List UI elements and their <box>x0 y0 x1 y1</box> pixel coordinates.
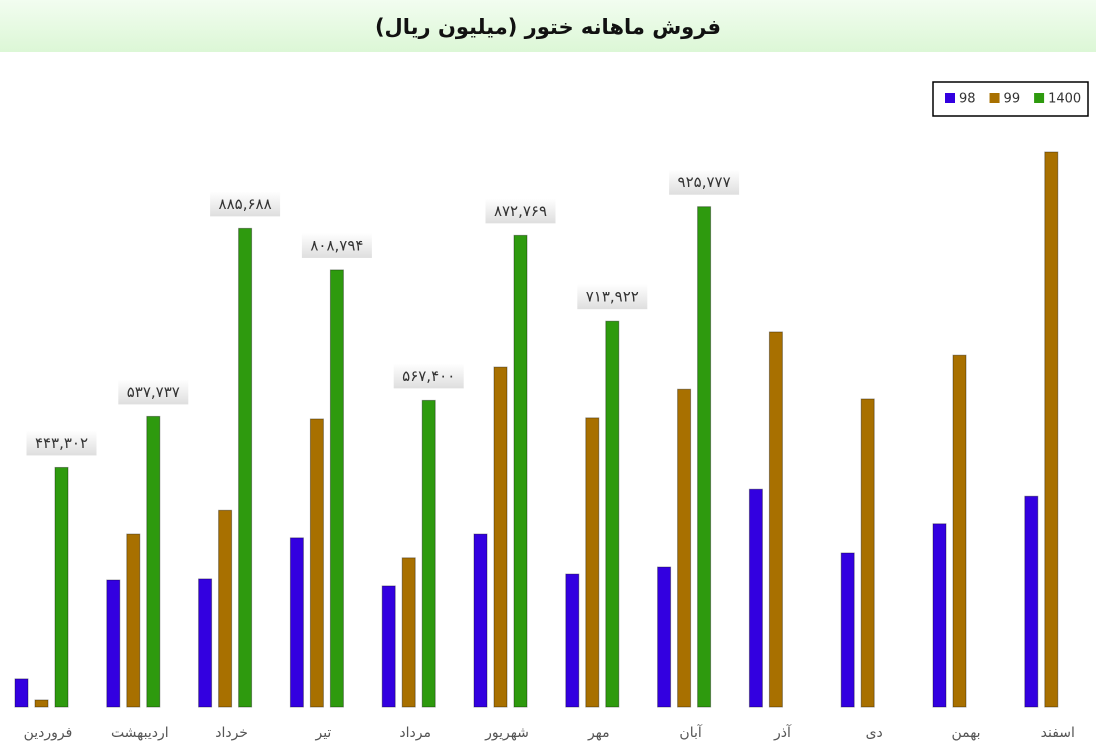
data-label: ۵۳۷,۷۳۷ <box>127 383 180 401</box>
x-tick-label: آبان <box>679 724 702 741</box>
bar <box>697 206 712 708</box>
bar <box>14 678 29 708</box>
label-box <box>577 284 648 310</box>
label-box <box>669 169 740 195</box>
bar <box>585 417 600 708</box>
bar <box>146 415 161 708</box>
x-tick-label: اردیبهشت <box>111 725 169 741</box>
x-tick-label: مهر <box>587 725 610 741</box>
x-tick-label: اسفند <box>1041 725 1075 741</box>
legend-swatch <box>945 93 955 103</box>
label-box <box>26 430 97 456</box>
x-tick-label: آذر <box>773 724 792 741</box>
x-tick-label: مرداد <box>399 725 431 741</box>
label-box <box>485 198 556 224</box>
bar <box>513 234 528 708</box>
title-bar <box>0 0 1096 52</box>
label-box <box>210 191 281 217</box>
bar <box>34 699 49 708</box>
bar <box>1024 495 1039 708</box>
bar <box>748 488 763 708</box>
x-tick-label: تیر <box>314 725 331 741</box>
bar <box>381 585 396 708</box>
bar <box>198 578 213 708</box>
label-box <box>393 363 464 389</box>
bar <box>1044 151 1059 708</box>
data-label: ۵۶۷,۴۰۰ <box>402 367 455 385</box>
bar <box>605 320 620 708</box>
x-tick-label: دی <box>866 725 883 741</box>
bar <box>473 533 488 708</box>
bar <box>329 269 344 708</box>
legend-label: 99 <box>1004 92 1021 107</box>
bar <box>952 354 967 708</box>
legend-swatch <box>1034 93 1045 103</box>
x-tick-label: فروردین <box>24 725 73 741</box>
bar <box>932 523 947 708</box>
bar <box>493 366 508 708</box>
label-box <box>301 232 372 258</box>
legend-label: 98 <box>959 92 976 107</box>
bar <box>677 388 692 708</box>
x-tick-label: بهمن <box>951 725 980 741</box>
data-label: ۹۲۵,۷۷۷ <box>678 173 731 191</box>
bar <box>106 579 121 708</box>
bar <box>126 533 141 708</box>
legend-swatch <box>989 93 1000 103</box>
bar <box>54 466 69 708</box>
data-label: ۴۴۳,۳۰۲ <box>35 434 88 452</box>
bar <box>289 537 304 708</box>
legend-box <box>932 81 1089 117</box>
x-tick-label: شهریور <box>484 725 529 741</box>
bar <box>860 398 875 708</box>
label-box <box>118 379 189 405</box>
bar <box>309 418 324 708</box>
chart-title: فروش ماهانه ختور (میلیون ریال) <box>375 15 721 39</box>
bar <box>840 552 855 708</box>
data-label: ۷۱۳,۹۲۲ <box>586 288 639 306</box>
bar <box>565 573 580 708</box>
legend-label: 1400 <box>1048 92 1081 107</box>
bar <box>421 399 436 708</box>
data-label: ۸۸۵,۶۸۸ <box>219 195 272 213</box>
data-label: ۸۷۲,۷۶۹ <box>494 202 547 220</box>
x-tick-label: خرداد <box>215 725 248 741</box>
data-label: ۸۰۸,۷۹۴ <box>310 236 363 254</box>
bar <box>238 227 253 708</box>
bar <box>401 557 416 708</box>
bar <box>768 331 783 708</box>
bar <box>657 566 672 708</box>
bar <box>218 509 233 708</box>
